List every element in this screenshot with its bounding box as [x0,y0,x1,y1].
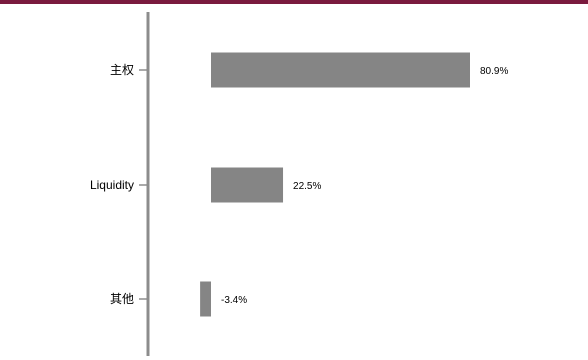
category-label: 主权 [110,63,134,77]
category-label: 其他 [110,292,134,306]
top-accent-rule [0,0,588,4]
bars-layer [200,52,470,317]
category-label: Liquidity [90,178,134,192]
bar [211,167,284,203]
bar [200,281,211,317]
axis-layer [139,12,150,356]
bar [211,52,470,88]
labels-layer: 主权 80.9% Liquidity 22.5% 其他 -3.4% [90,63,508,306]
value-label: 80.9% [480,66,508,77]
value-label: 22.5% [293,181,321,192]
value-label: -3.4% [221,295,247,306]
